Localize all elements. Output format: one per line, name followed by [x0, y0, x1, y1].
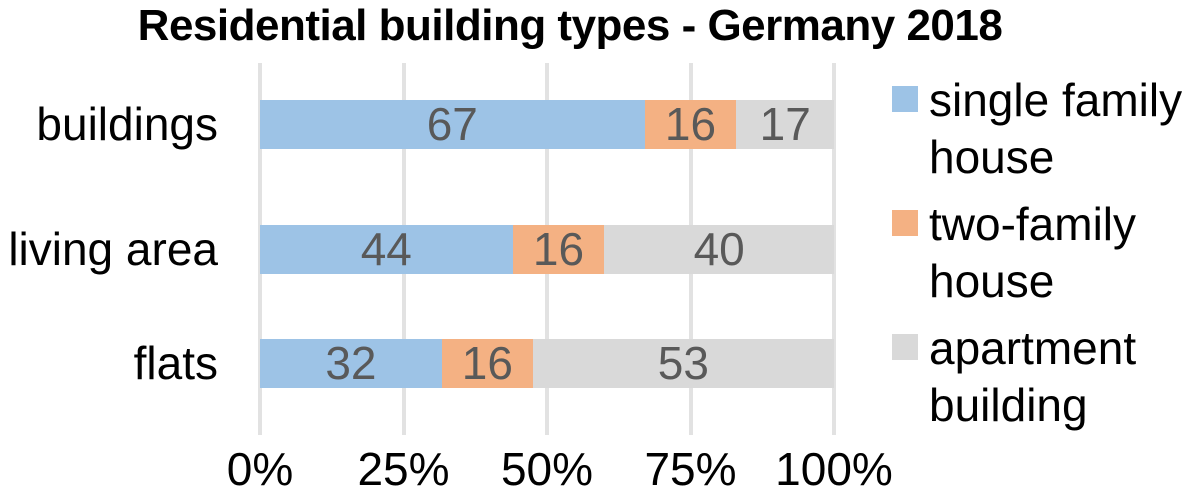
- value-label: 16: [664, 100, 717, 149]
- bar-row-flats: 32 16 53: [260, 339, 834, 388]
- value-label: 16: [461, 339, 513, 388]
- legend-swatch-icon: [892, 210, 918, 236]
- x-tick-label: 100%: [775, 443, 893, 495]
- legend-swatch-icon: [892, 334, 918, 360]
- bar-segment-two-family-house: 16: [441, 339, 533, 388]
- bar-segment-apartment-building: 53: [532, 339, 834, 388]
- x-tick-label: 75%: [644, 443, 737, 495]
- bar-row-living-area: 44 16 40: [260, 225, 834, 274]
- value-label: 67: [426, 100, 478, 149]
- value-label: 17: [759, 100, 811, 149]
- legend-item-apartment-building: apartment building: [892, 320, 1200, 434]
- x-tick-label: 25%: [357, 443, 450, 495]
- value-label: 16: [532, 225, 585, 274]
- legend-item-two-family-house: two-family house: [892, 196, 1200, 310]
- x-axis-tick-labels: 0% 25% 50% 75% 100%: [227, 443, 893, 496]
- category-label-flats: flats: [133, 337, 218, 389]
- category-label-buildings: buildings: [36, 98, 218, 150]
- legend-label: single family house: [929, 74, 1183, 183]
- legend: single family house two-family house apart…: [892, 72, 1200, 444]
- x-tick-label: 0%: [226, 443, 294, 495]
- value-label: 53: [657, 339, 709, 388]
- bar-segment-two-family-house: 16: [644, 100, 737, 149]
- value-label: 40: [693, 225, 745, 274]
- bar-segment-apartment-building: 40: [604, 225, 834, 274]
- legend-label: apartment building: [929, 322, 1137, 431]
- x-tick-label: 50%: [500, 443, 594, 495]
- bar-segment-single-family-house: 32: [260, 339, 442, 388]
- bar-row-buildings: 67 16 17: [260, 100, 834, 149]
- value-label: 32: [325, 339, 377, 388]
- legend-swatch-icon: [892, 86, 918, 112]
- legend-label: two-family house: [929, 198, 1137, 307]
- value-label: 44: [360, 225, 412, 274]
- category-label-living-area: living area: [8, 223, 218, 275]
- bar-segment-single-family-house: 44: [260, 225, 513, 274]
- legend-item-single-family-house: single family house: [892, 72, 1200, 186]
- bar-segment-single-family-house: 67: [260, 100, 645, 149]
- category-axis: buildings living area flats: [0, 63, 220, 435]
- plot-area: 67 16 17 44 16 40 32 16 53: [258, 63, 836, 435]
- bar-segment-apartment-building: 17: [736, 100, 834, 149]
- bar-segment-two-family-house: 16: [512, 225, 605, 274]
- chart-title: Residential building types - Germany 201…: [137, 1, 1003, 50]
- gridline-100%: [832, 63, 836, 435]
